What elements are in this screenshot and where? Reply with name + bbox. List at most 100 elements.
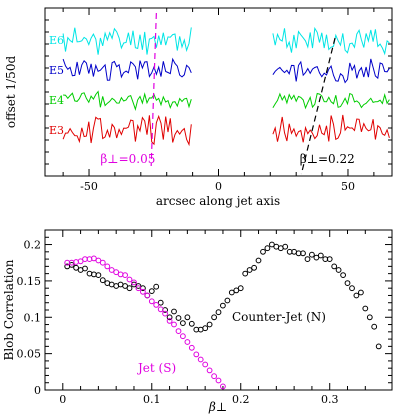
counter-jet-point (313, 254, 320, 261)
trace-e6-seg1 (272, 26, 390, 56)
counter-jet-point (326, 256, 333, 263)
counter-jet-point (206, 321, 213, 328)
bottom-x-tick-label: 0.3 (321, 393, 339, 406)
counter-jet-point (242, 270, 249, 277)
jet-point (188, 344, 195, 351)
counter-jet-point (335, 267, 342, 273)
counter-jet-point (224, 297, 231, 304)
counter-jet-point (251, 264, 258, 271)
jet-point (180, 333, 186, 340)
counter-jet-point (362, 305, 369, 312)
counter-jet-point (331, 263, 338, 270)
jet-point (77, 258, 84, 265)
series-label-e4: E4 (49, 94, 64, 107)
counter-jet-point (260, 248, 266, 255)
counter-jet-point (233, 287, 240, 294)
counter-jet-point (246, 267, 253, 273)
bottom-y-tick-label: 0.1 (24, 311, 42, 324)
counter-jet-point (371, 323, 378, 330)
counter-jet-point (95, 272, 102, 279)
bottom-points (64, 241, 382, 390)
bottom-y-tick-label: 0 (34, 384, 41, 397)
beta-0.22-label: β⊥=0.22 (300, 152, 355, 166)
jet-point (99, 259, 106, 266)
counter-jet-point (68, 262, 75, 268)
counter-jet-point (264, 245, 271, 252)
bottom-x-tick-label: 0.2 (232, 393, 250, 406)
series-label-e5: E5 (49, 64, 64, 77)
jet-point (135, 285, 142, 292)
counter-jet-point (215, 309, 222, 316)
counter-jet-point (166, 314, 173, 321)
trace-e3-seg1 (272, 114, 390, 143)
jet-point (184, 339, 191, 345)
jet-point (206, 367, 213, 374)
jet-point (175, 328, 182, 335)
jet-point (197, 356, 204, 363)
jet-point (126, 276, 133, 283)
bottom-ticks: 0 0.1 0.2 0.3 0 0.05 0.1 0.15 0.2 (17, 229, 392, 406)
counter-jet-point (353, 292, 360, 299)
bottom-y-tick-label: 0.05 (17, 348, 42, 361)
jet-point (117, 271, 124, 278)
counter-jet-point (228, 289, 235, 296)
counter-jet-point (171, 308, 177, 315)
top-x-tick-label: -50 (80, 180, 98, 193)
counter-jet-point (157, 299, 164, 306)
counter-jet-point (188, 320, 195, 327)
series-label-e3: E3 (49, 124, 64, 137)
beta-0.05-line (150, 12, 157, 167)
jet-point (131, 279, 137, 286)
counter-jet-point (135, 283, 142, 289)
jet-point (171, 321, 177, 328)
trace-e5-seg1 (272, 58, 390, 84)
top-annotations: β⊥=0.05 β⊥=0.22 (100, 12, 355, 175)
jet-point (122, 272, 128, 279)
top-plot-frame (44, 7, 393, 177)
series-label-e6: E6 (49, 34, 64, 47)
jet-point (211, 373, 218, 380)
bottom-ylabel: Blob Correlation (2, 259, 16, 360)
counter-jet-point (300, 250, 306, 257)
jet-point (104, 263, 111, 270)
jet-point (215, 377, 222, 384)
counter-jet-point (126, 285, 133, 292)
counter-jet-point (99, 277, 106, 284)
counter-jet-point (304, 256, 311, 263)
jet-point (153, 302, 160, 308)
beta-0.22-line (300, 37, 336, 175)
counter-jet-point (282, 243, 289, 250)
counter-jet-point (153, 283, 160, 290)
counter-jet-point (349, 285, 355, 292)
trace-e6-seg0 (62, 27, 192, 55)
top-xlabel: arcsec along jet axis (156, 194, 280, 208)
bottom-x-tick-label: 0 (59, 393, 66, 406)
trace-e5-seg0 (62, 57, 192, 81)
counter-jet-point (358, 289, 364, 296)
top-ticks: -50 0 50 (45, 8, 392, 193)
jet-point (108, 267, 115, 273)
trace-e4-seg1 (272, 92, 390, 110)
beta-0.05-label: β⊥=0.05 (100, 152, 155, 166)
counter-jet-point (237, 285, 244, 292)
jet-point (157, 306, 164, 313)
counter-jet-point (122, 283, 128, 289)
counter-jet-point (184, 314, 191, 321)
bottom-panel: 0 0.1 0.2 0.3 0 0.05 0.1 0.15 0.2 Blob Correlati… (2, 229, 393, 414)
counter-jet-point (148, 288, 155, 295)
bottom-x-tick-label: 0.1 (143, 393, 161, 406)
jet-point (91, 255, 97, 262)
counter-jet-point (211, 314, 218, 321)
legend-jet: Jet (S) (136, 361, 176, 375)
jet-point (95, 257, 102, 264)
jet-point (140, 288, 146, 295)
top-series: E6 E5 E4 E3 (49, 26, 390, 147)
jet-point (193, 351, 200, 358)
trace-e3-seg0 (62, 114, 192, 147)
jet-point (162, 310, 169, 317)
counter-jet-point (180, 320, 186, 327)
top-x-tick-label: 0 (215, 180, 222, 193)
bottom-xlabel: β⊥ (208, 400, 227, 414)
counter-jet-point (220, 302, 226, 309)
